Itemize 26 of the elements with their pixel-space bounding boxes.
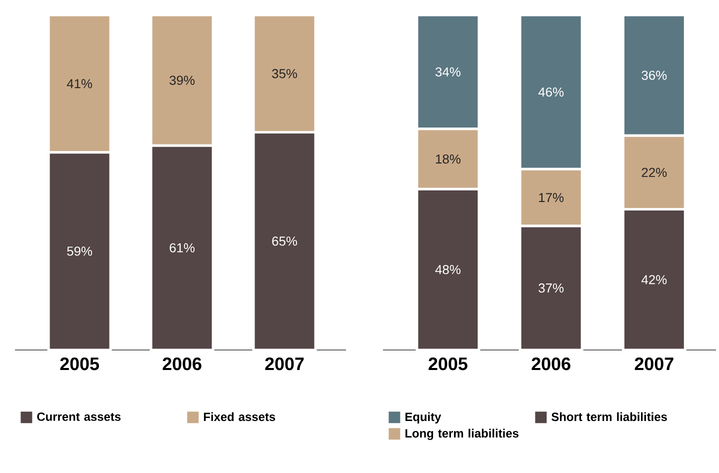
data-label: 22% bbox=[642, 168, 667, 177]
data-label: 17% bbox=[539, 193, 564, 202]
data-label: 18% bbox=[436, 154, 460, 164]
data-label: 37% bbox=[538, 283, 564, 293]
x-tick-label: 2007 bbox=[634, 357, 674, 370]
data-label: 41% bbox=[66, 79, 92, 88]
data-label: 39% bbox=[170, 76, 195, 85]
x-tick-label: 2007 bbox=[265, 357, 304, 370]
x-tick-label: 2005 bbox=[428, 357, 468, 370]
legend-label: Short term liabilities bbox=[552, 412, 667, 422]
data-label: 59% bbox=[67, 246, 92, 256]
legend-label: Equity bbox=[405, 412, 442, 424]
x-tick-label: 2006 bbox=[532, 357, 570, 370]
legend-label: Long term liabilities bbox=[405, 428, 518, 440]
data-label: 35% bbox=[272, 69, 298, 78]
x-tick-label: 2006 bbox=[162, 357, 202, 370]
x-tick-label: 2005 bbox=[60, 357, 100, 370]
data-label: 61% bbox=[170, 243, 195, 252]
data-label: 46% bbox=[538, 87, 564, 97]
data-label: 42% bbox=[641, 275, 667, 284]
data-label: 65% bbox=[272, 236, 298, 246]
legend-label: Fixed assets bbox=[204, 412, 276, 422]
data-label: 48% bbox=[435, 264, 460, 274]
legend-label: Current assets bbox=[37, 412, 121, 421]
data-label: 34% bbox=[436, 67, 460, 77]
data-label: 36% bbox=[642, 70, 667, 80]
